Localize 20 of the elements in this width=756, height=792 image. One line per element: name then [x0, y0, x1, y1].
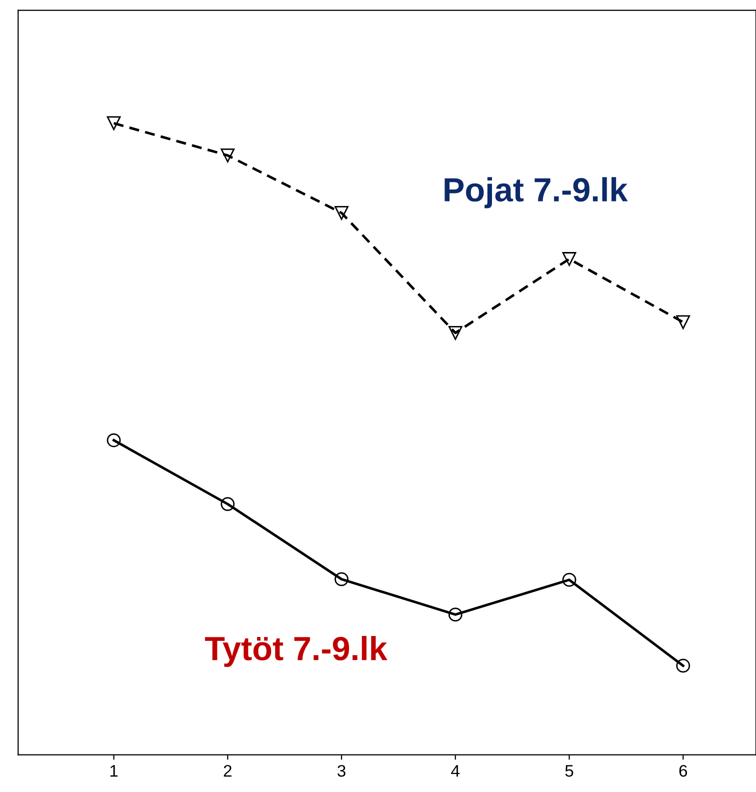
point	[676, 658, 690, 673]
point	[220, 497, 235, 511]
x-tick-label: 1	[110, 765, 118, 777]
point	[448, 326, 462, 340]
x-tick-label: 5	[565, 765, 574, 777]
point	[334, 206, 348, 220]
point	[106, 433, 121, 448]
x-tick-label: 2	[224, 764, 232, 777]
x-tick-label: 3	[338, 764, 346, 777]
point	[448, 608, 462, 622]
point	[334, 572, 348, 586]
point	[106, 116, 121, 130]
series-label: Tytöt 7.-9.lk	[204, 636, 388, 668]
point	[562, 252, 576, 266]
x-tick-label: 4	[451, 765, 460, 777]
point	[676, 315, 690, 330]
point	[220, 148, 235, 162]
x-tick-label: 6	[679, 764, 688, 777]
series-label: Pojat 7.-9.lk	[444, 177, 628, 208]
point	[562, 572, 576, 587]
